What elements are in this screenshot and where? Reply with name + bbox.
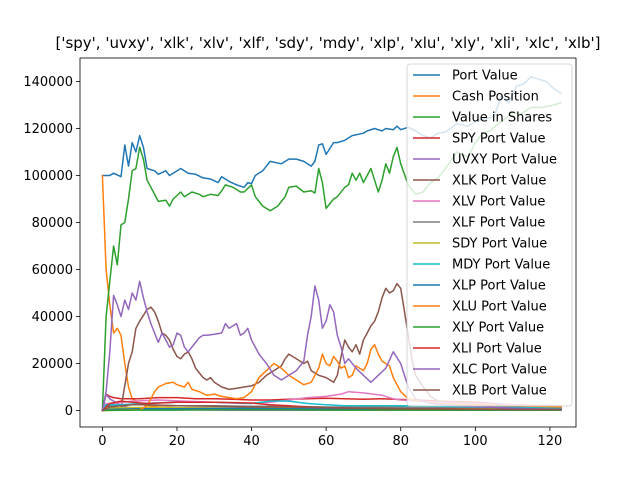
series-line-mdy-port-value (101, 400, 562, 412)
x-tick-label: 60 (318, 434, 335, 449)
legend-label: XLC Port Value (452, 363, 547, 378)
legend-label: XLK Port Value (452, 174, 546, 189)
legend-label: XLB Port Value (452, 384, 547, 399)
series-line-xly-port-value (101, 409, 562, 412)
legend-label: XLP Port Value (452, 279, 546, 294)
legend-label: XLY Port Value (452, 321, 544, 336)
plot-area (101, 76, 563, 412)
y-tick-label: 80000 (32, 216, 73, 231)
legend-label: Cash Position (452, 90, 539, 105)
legend-label: SPY Port Value (452, 132, 545, 147)
chart-title: ['spy', 'uvxy', 'xlk', 'xlv', 'xlf', 'sd… (55, 34, 600, 52)
legend-label: XLU Port Value (452, 300, 547, 315)
legend-label: XLV Port Value (452, 195, 545, 210)
legend: Port Value Cash Position Value in Shares SP… (406, 63, 573, 407)
x-tick-label: 80 (392, 434, 409, 449)
plot-frame (79, 57, 577, 428)
x-tick-label: 100 (463, 434, 488, 449)
series-line-xlb-port-value (101, 403, 562, 412)
legend-label: Port Value (452, 69, 518, 84)
y-tick-label: 0 (65, 404, 73, 419)
legend-box (406, 63, 573, 407)
legend-label: UVXY Port Value (452, 153, 557, 168)
series-lines (101, 76, 563, 412)
legend-label: XLF Port Value (452, 216, 545, 231)
x-tick-label: 20 (169, 434, 186, 449)
legend-label: Value in Shares (452, 111, 552, 126)
y-tick-label: 20000 (32, 357, 73, 372)
y-tick-label: 60000 (32, 263, 73, 278)
x-tick-label: 0 (98, 434, 106, 449)
y-tick-label: 100000 (23, 169, 73, 184)
x-tick-label: 40 (243, 434, 260, 449)
legend-label: SDY Port Value (452, 237, 547, 252)
legend-label: MDY Port Value (452, 258, 550, 273)
axes: 0 20 40 60 80 100 120 0 20000 40000 60000 80000 1000… (23, 57, 577, 449)
series-line-xlu-port-value (101, 343, 562, 412)
y-tick-label: 120000 (23, 122, 73, 137)
series-line-xlc-port-value (101, 280, 562, 412)
y-tick-label: 140000 (23, 75, 73, 90)
legend-label: XLI Port Value (452, 342, 542, 357)
x-tick-label: 120 (537, 434, 562, 449)
y-tick-label: 40000 (32, 310, 73, 325)
